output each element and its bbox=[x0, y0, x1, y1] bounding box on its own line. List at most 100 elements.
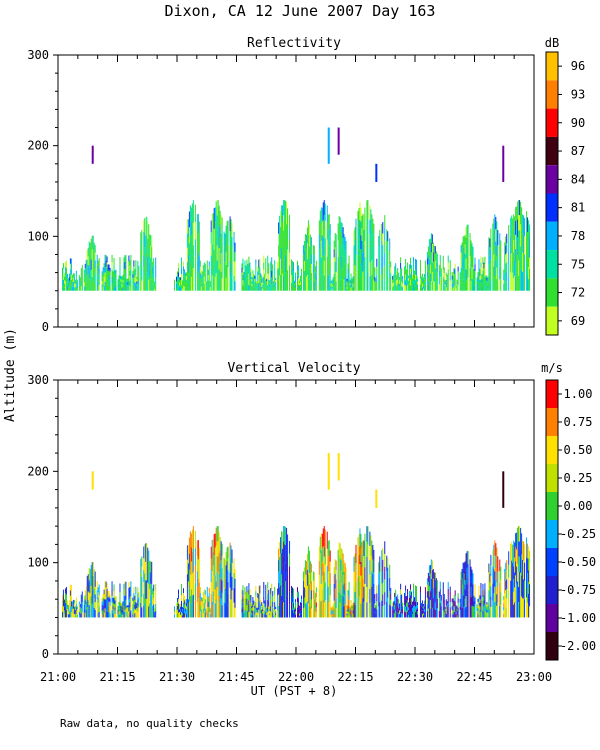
echo-cell bbox=[262, 284, 264, 287]
echo-cell bbox=[177, 281, 179, 287]
echo-cell bbox=[405, 264, 407, 270]
echo-cell bbox=[64, 261, 66, 267]
echo-cell bbox=[258, 601, 260, 610]
echo-cell bbox=[90, 249, 92, 260]
echo-cell bbox=[422, 608, 424, 611]
echo-cell bbox=[155, 584, 157, 591]
echo-cell bbox=[444, 606, 446, 610]
echo-cell bbox=[215, 237, 217, 256]
echo-cell bbox=[66, 613, 68, 618]
echo-cell bbox=[207, 596, 209, 602]
echo-cell bbox=[314, 272, 316, 279]
echo-cell bbox=[407, 606, 409, 612]
echo-cell bbox=[413, 273, 415, 280]
echo-cell bbox=[347, 589, 349, 596]
echo-cell bbox=[313, 581, 315, 591]
echo-cell bbox=[109, 602, 111, 606]
echo-cell bbox=[223, 587, 225, 603]
echo-cell bbox=[322, 237, 324, 256]
echo-cell bbox=[204, 603, 206, 609]
echo-cell bbox=[179, 280, 181, 283]
echo-cell bbox=[341, 572, 343, 584]
echo-cell bbox=[253, 600, 255, 605]
echo-cell bbox=[466, 600, 468, 618]
echo-cell bbox=[183, 608, 185, 614]
echo-cell bbox=[69, 601, 71, 607]
echo-cell bbox=[250, 275, 252, 280]
echo-cell bbox=[204, 594, 206, 600]
echo-cell bbox=[394, 266, 396, 271]
echo-cell bbox=[513, 579, 515, 592]
echo-cell bbox=[204, 272, 206, 278]
echo-cell bbox=[216, 230, 218, 246]
echo-cell bbox=[85, 267, 87, 276]
echo-cell bbox=[364, 274, 366, 291]
echo-cell bbox=[431, 234, 433, 244]
echo-cell bbox=[474, 584, 476, 591]
echo-cell bbox=[343, 234, 345, 246]
echo-cell bbox=[346, 613, 348, 616]
echo-cell bbox=[375, 283, 377, 286]
echo-cell bbox=[104, 590, 106, 600]
echo-cell bbox=[499, 244, 501, 257]
echo-cell bbox=[269, 282, 271, 285]
echo-cell bbox=[141, 597, 143, 608]
echo-cell bbox=[318, 262, 320, 277]
echo-cell bbox=[70, 606, 72, 613]
echo-cell bbox=[453, 606, 455, 612]
echo-cell bbox=[65, 268, 67, 276]
echo-cell bbox=[302, 272, 304, 282]
echo-cell bbox=[413, 589, 415, 595]
echo-cell bbox=[302, 263, 304, 273]
echo-cell bbox=[358, 534, 360, 555]
echo-cell bbox=[455, 611, 457, 615]
echo-cell bbox=[176, 276, 178, 280]
echo-cell bbox=[296, 275, 298, 281]
echo-cell bbox=[341, 245, 343, 257]
echo-cell bbox=[389, 577, 391, 592]
echo-cell bbox=[209, 281, 211, 284]
echo-cell bbox=[419, 586, 421, 593]
echo-cell bbox=[74, 608, 76, 611]
echo-cell bbox=[281, 574, 283, 596]
echo-cell bbox=[384, 240, 386, 253]
echo-cell bbox=[128, 267, 130, 274]
echo-cell bbox=[500, 604, 502, 618]
echo-cell bbox=[227, 582, 229, 594]
echo-cell bbox=[295, 275, 297, 279]
echo-cell bbox=[231, 576, 233, 591]
echo-cell bbox=[445, 610, 447, 614]
echo-cell bbox=[117, 285, 119, 287]
echo-cell bbox=[416, 611, 418, 615]
echo-cell bbox=[427, 264, 429, 274]
echo-cell bbox=[267, 599, 269, 606]
echo-cell bbox=[408, 288, 410, 291]
echo-cell bbox=[459, 283, 461, 288]
echo-cell bbox=[231, 250, 233, 264]
echo-cell bbox=[83, 613, 85, 618]
echo-cell bbox=[333, 257, 335, 266]
echo-cell bbox=[267, 284, 269, 291]
colorbar-frame bbox=[545, 379, 559, 661]
echo-cell bbox=[466, 551, 468, 568]
echo-cell bbox=[454, 285, 456, 291]
echo-cell bbox=[432, 598, 434, 608]
echo-cell bbox=[424, 587, 426, 595]
echo-cell bbox=[212, 539, 214, 553]
echo-cell bbox=[327, 275, 329, 291]
echo-cell bbox=[431, 607, 433, 618]
echo-cell bbox=[511, 541, 513, 561]
echo-cell bbox=[188, 585, 190, 602]
echo-cell bbox=[444, 611, 446, 614]
echo-cell bbox=[132, 287, 134, 291]
echo-cell bbox=[423, 285, 425, 288]
echo-cell bbox=[123, 595, 125, 601]
echo-cell bbox=[202, 277, 204, 283]
echo-cell bbox=[410, 584, 412, 590]
echo-cell bbox=[504, 581, 506, 594]
echo-cell bbox=[179, 604, 181, 607]
echo-cell bbox=[73, 280, 75, 284]
echo-cell bbox=[226, 276, 228, 291]
echo-cell bbox=[315, 270, 317, 276]
echo-cell bbox=[114, 614, 116, 618]
